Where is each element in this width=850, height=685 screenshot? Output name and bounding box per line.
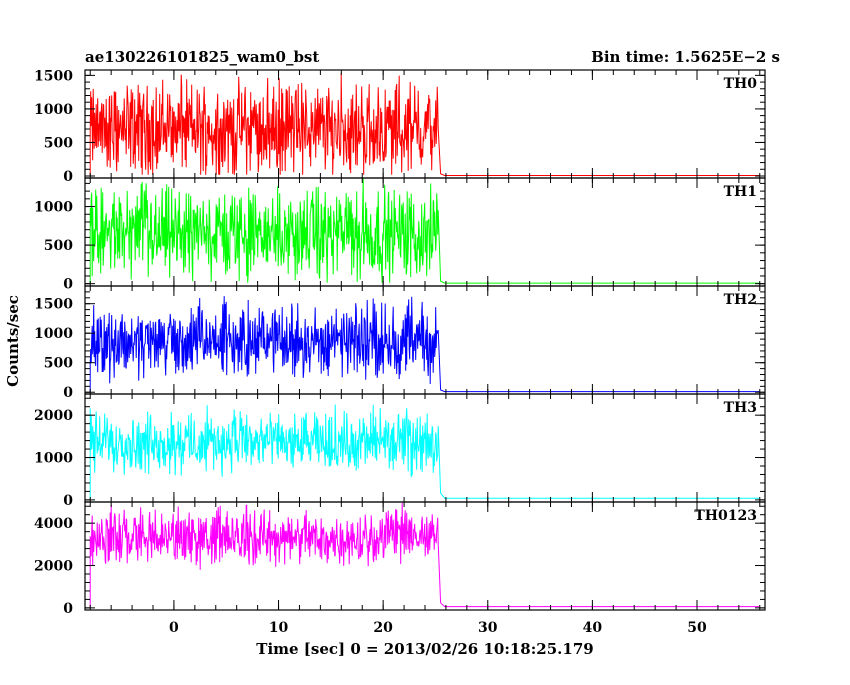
y-tick-label: 0 <box>63 385 73 401</box>
x-tick-label: 40 <box>583 620 603 636</box>
y-tick-label: 2000 <box>34 559 73 575</box>
panel-th1: TH1 0 500 1000 <box>34 177 766 293</box>
y-tick-label: 1000 <box>34 102 73 118</box>
series-th2 <box>89 296 760 393</box>
y-tick-label: 1500 <box>34 297 73 313</box>
x-tick-label: 50 <box>687 620 707 636</box>
y-tick-label: 500 <box>44 238 73 254</box>
panel-th0: TH0 0 500 1000 1500 <box>34 68 766 185</box>
panel-label: TH2 <box>724 292 757 308</box>
x-axis-label: Time [sec] 0 = 2013/02/26 10:18:25.179 <box>256 640 593 658</box>
x-tick-label: 0 <box>169 620 179 636</box>
bin-time-label: Bin time: 1.5625E−2 s <box>591 48 780 66</box>
panel-label: TH1 <box>724 184 757 200</box>
y-tick-label: 4000 <box>34 516 73 532</box>
y-tick-label: 1000 <box>34 200 73 216</box>
y-tick-label: 0 <box>63 277 73 293</box>
y-tick-label: 500 <box>44 356 73 372</box>
panel-label: TH0123 <box>694 508 757 524</box>
panel-th3: TH3 0 1000 2000 <box>34 393 766 509</box>
panels-group: TH0050010001500TH105001000TH205001000150… <box>34 68 766 636</box>
y-tick-label: 1000 <box>34 451 73 467</box>
panel-th0123: TH0123 0 2000 4000 <box>34 501 766 617</box>
series-th1 <box>89 177 760 284</box>
panel-label: TH0 <box>724 76 758 92</box>
y-tick-label: 1500 <box>34 68 73 84</box>
y-tick-label: 0 <box>63 493 73 509</box>
x-tick-label: 20 <box>373 620 393 636</box>
series-th3 <box>89 404 760 500</box>
series-th0123 <box>89 502 760 608</box>
y-tick-label: 1000 <box>34 326 73 342</box>
y-tick-label: 500 <box>44 135 73 151</box>
panel-frame <box>84 393 766 503</box>
y-axis-label: Counts/sec <box>4 295 22 387</box>
x-tick-label: 10 <box>269 620 289 636</box>
y-tick-label: 0 <box>63 601 73 617</box>
y-tick-label: 0 <box>63 169 73 185</box>
chart-title: ae130226101825_wam0_bst <box>85 48 319 66</box>
panel-label: TH3 <box>724 400 757 416</box>
y-tick-label: 2000 <box>34 408 73 424</box>
panel-th2: TH2 0 500 1000 1500 <box>34 285 766 401</box>
series-th0 <box>89 72 760 176</box>
x-tick-label: 30 <box>478 620 498 636</box>
